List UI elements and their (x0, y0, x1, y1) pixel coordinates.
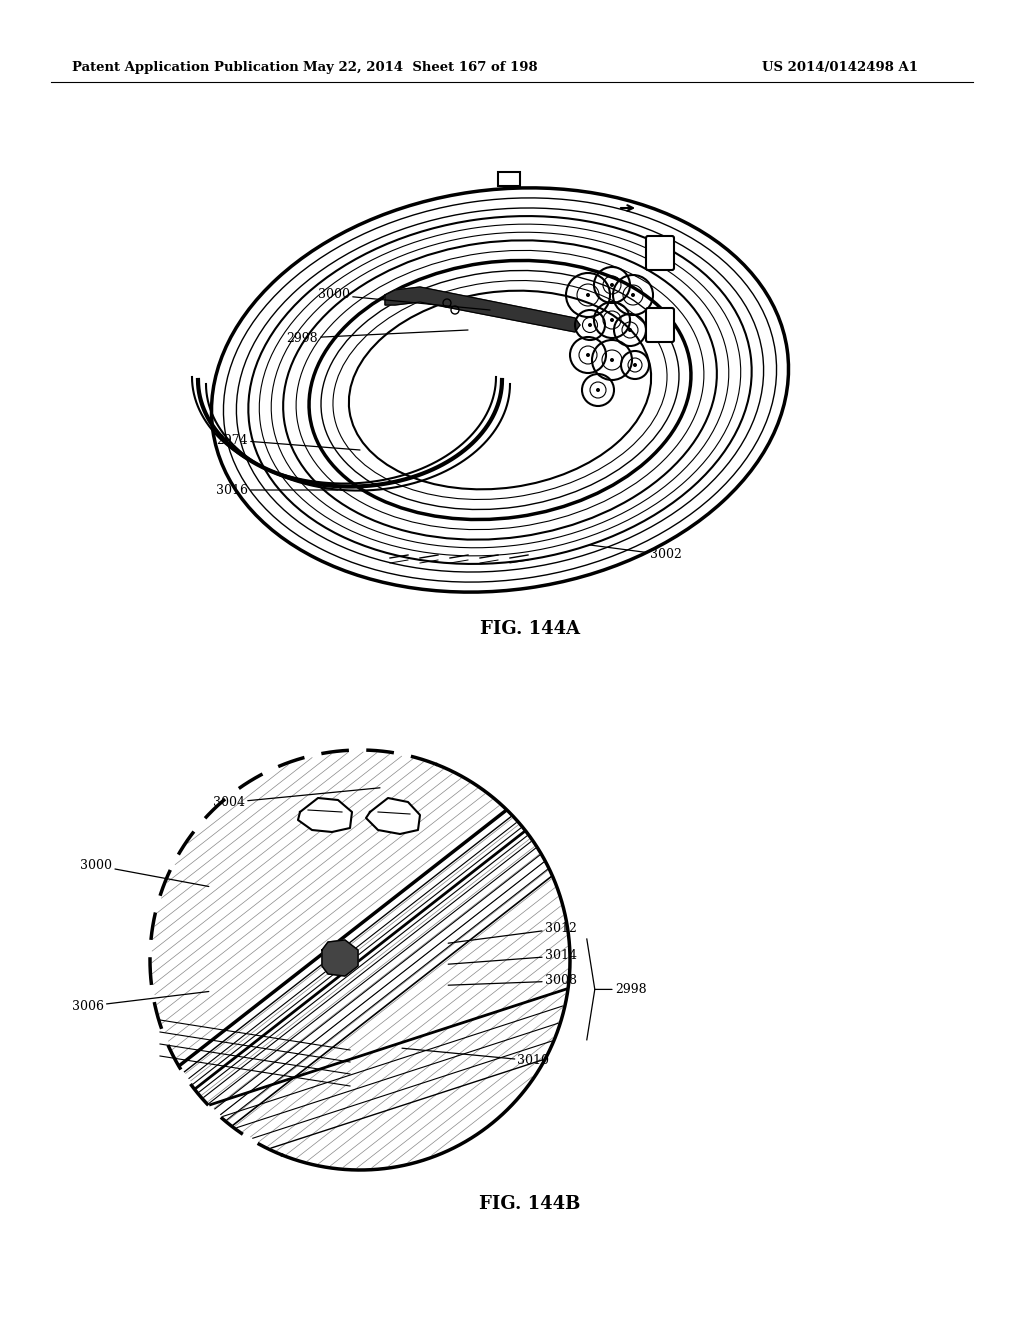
Ellipse shape (586, 293, 590, 297)
Text: FIG. 144A: FIG. 144A (480, 620, 580, 638)
Text: 3004: 3004 (213, 788, 380, 809)
Text: 2974: 2974 (216, 433, 360, 450)
FancyBboxPatch shape (646, 236, 674, 271)
Text: 3016: 3016 (216, 483, 338, 496)
Text: 3000: 3000 (318, 289, 490, 310)
Ellipse shape (588, 323, 592, 327)
Polygon shape (298, 799, 352, 832)
Text: 3008: 3008 (449, 974, 577, 987)
Ellipse shape (596, 388, 600, 392)
Text: 3012: 3012 (449, 921, 577, 944)
Circle shape (150, 750, 570, 1170)
Text: US 2014/0142498 A1: US 2014/0142498 A1 (762, 62, 918, 74)
FancyBboxPatch shape (646, 308, 674, 342)
Text: 3002: 3002 (590, 545, 682, 561)
Text: 2998: 2998 (287, 330, 468, 345)
FancyBboxPatch shape (498, 172, 520, 186)
Text: Patent Application Publication: Patent Application Publication (72, 62, 299, 74)
Ellipse shape (586, 352, 590, 356)
Ellipse shape (610, 358, 614, 362)
Text: 3014: 3014 (449, 949, 577, 964)
Ellipse shape (349, 290, 651, 490)
Ellipse shape (633, 363, 637, 367)
Text: 3010: 3010 (402, 1048, 550, 1068)
Text: 3006: 3006 (72, 991, 209, 1012)
Text: 3000: 3000 (80, 859, 209, 887)
Polygon shape (385, 286, 580, 333)
Ellipse shape (631, 293, 635, 297)
Text: 2998: 2998 (595, 983, 646, 995)
Text: FIG. 144B: FIG. 144B (479, 1195, 581, 1213)
Text: May 22, 2014  Sheet 167 of 198: May 22, 2014 Sheet 167 of 198 (303, 62, 538, 74)
Ellipse shape (610, 318, 614, 322)
Ellipse shape (610, 282, 614, 286)
Ellipse shape (628, 327, 632, 333)
Polygon shape (366, 799, 420, 834)
Polygon shape (322, 940, 358, 975)
